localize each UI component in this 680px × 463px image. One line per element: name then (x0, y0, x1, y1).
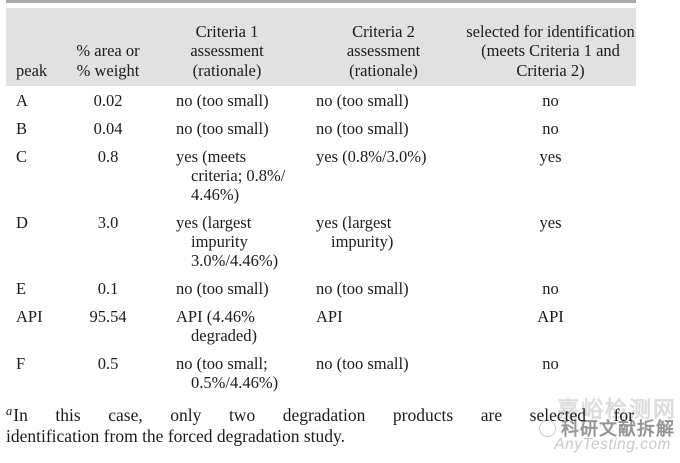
cell-criteria1: yes (largest impurity 3.0%/4.46%) (176, 213, 279, 270)
cell-selected: yes (539, 213, 562, 232)
cell-selected: no (542, 279, 559, 298)
watermark-brand: 科研文献拆解 (539, 415, 675, 441)
cell-criteria1: no (too small) (176, 119, 269, 138)
cell-area: 0.1 (97, 279, 119, 298)
table-footnote: aIn this case, only two degradation prod… (6, 401, 634, 447)
cell-area: 0.04 (93, 119, 123, 138)
table-row: D 3.0 yes (largest impurity 3.0%/4.46%) … (6, 208, 636, 274)
cell-criteria1: no (too small; 0.5%/4.46%) (176, 354, 279, 392)
cell-criteria2: no (too small) (316, 279, 409, 298)
cell-criteria2: API (316, 307, 343, 326)
table-row: A 0.02 no (too small) no (too small) no (6, 86, 636, 114)
footnote-line-1: aIn this case, only two degradation prod… (6, 401, 634, 426)
cell-criteria2: no (too small) (316, 354, 409, 373)
cell-area: 3.0 (97, 213, 119, 232)
cell-area: 0.02 (93, 91, 123, 110)
cell-area: 0.5 (97, 354, 119, 373)
cell-criteria1: no (too small) (176, 279, 269, 298)
table-header-row: peak % area or % weight Criteria 1 asses… (6, 8, 636, 86)
cell-peak: API (16, 307, 43, 326)
anytesting-logo-icon (539, 419, 556, 437)
column-header-area: % area or % weight (76, 41, 140, 80)
cell-selected: no (542, 91, 559, 110)
column-header-criteria1: Criteria 1 assessment (rationale) (190, 21, 264, 80)
cell-area: 0.8 (97, 147, 119, 166)
cell-peak: E (16, 279, 27, 298)
footnote-marker: a (6, 404, 13, 418)
cell-criteria1: yes (meets criteria; 0.8%/ 4.46%) (176, 147, 286, 204)
cell-selected: API (537, 307, 564, 326)
cell-criteria2: yes (largest impurity) (316, 213, 394, 251)
table-row: C 0.8 yes (meets criteria; 0.8%/ 4.46%) … (6, 142, 636, 208)
cell-criteria1: API (4.46% degraded) (176, 307, 257, 345)
cell-area: 95.54 (89, 307, 127, 326)
watermark-site-url: AnyTesting.com (554, 436, 671, 453)
column-header-peak: peak (16, 60, 48, 80)
column-header-criteria2: Criteria 2 assessment (rationale) (346, 21, 421, 80)
cell-peak: B (16, 119, 28, 138)
table-row: API 95.54 API (4.46% degraded) API API (6, 302, 636, 349)
table-row: F 0.5 no (too small; 0.5%/4.46%) no (too… (6, 349, 636, 396)
cell-criteria2: no (too small) (316, 91, 409, 110)
footnote-line-2: identification from the forced degradati… (6, 426, 346, 446)
cell-criteria1: no (too small) (176, 91, 269, 110)
results-table: peak % area or % weight Criteria 1 asses… (6, 0, 636, 396)
cell-peak: A (16, 91, 28, 110)
cell-peak: F (16, 354, 26, 373)
cell-peak: C (16, 147, 28, 166)
table-top-rule (6, 0, 636, 3)
table-row: E 0.1 no (too small) no (too small) no (6, 274, 636, 302)
watermark-logo-text: 嘉峪检测网 (556, 397, 677, 422)
cell-selected: yes (539, 147, 562, 166)
column-header-selected: selected for identification (meets Crite… (466, 21, 635, 80)
footnote-text-1: In this case, only two degradation produ… (13, 405, 634, 425)
cell-selected: no (542, 354, 559, 373)
watermark-brand-text: 科研文献拆解 (561, 419, 675, 439)
cell-criteria2: no (too small) (316, 119, 409, 138)
cell-selected: no (542, 119, 559, 138)
cell-criteria2: yes (0.8%/3.0%) (316, 147, 427, 166)
cell-peak: D (16, 213, 28, 232)
table-row: B 0.04 no (too small) no (too small) no (6, 114, 636, 142)
